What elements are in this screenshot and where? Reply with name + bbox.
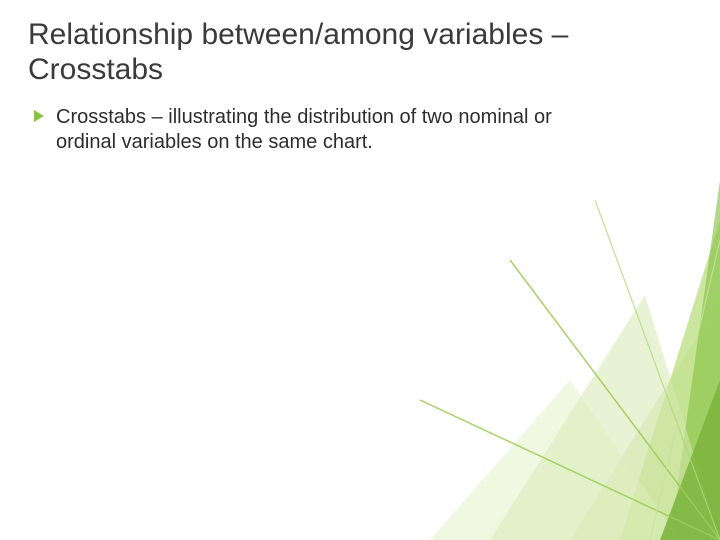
slide: Relationship between/among variables – C… bbox=[0, 0, 720, 540]
arrow-right-icon bbox=[32, 109, 46, 128]
bullet-item: Crosstabs – illustrating the distributio… bbox=[28, 105, 692, 155]
bullet-text: Crosstabs – illustrating the distributio… bbox=[56, 105, 596, 155]
corner-decor-icon bbox=[360, 180, 720, 540]
slide-title: Relationship between/among variables – C… bbox=[28, 18, 692, 87]
